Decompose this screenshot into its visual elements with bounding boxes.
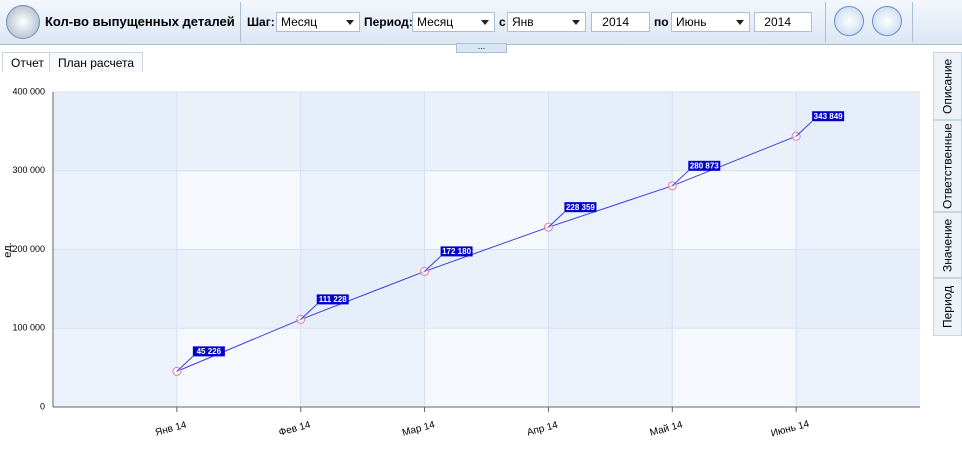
label-leader — [795, 120, 813, 137]
value-label: 228 359 — [566, 203, 595, 212]
label-leader — [424, 256, 441, 272]
side-tab[interactable]: Период — [933, 278, 962, 336]
value-label-box — [688, 160, 721, 171]
report-title: Кол-во выпущенных деталей — [45, 14, 235, 29]
y-tick-label: 0 — [40, 401, 45, 411]
value-label-box — [564, 202, 597, 213]
y-tick-label: 200 000 — [12, 244, 45, 254]
period-select[interactable]: Месяц — [412, 12, 495, 32]
chart: ед. 0 100 000 200 000 300 000 400 000 Янв 14 Ф… — [2, 86, 920, 440]
value-label: 111 228 — [319, 295, 348, 304]
x-tick-label: Апр 14 — [526, 420, 560, 439]
step-select[interactable]: Месяц — [276, 12, 360, 32]
x-tick-label: Мар 14 — [401, 419, 437, 438]
x-tick-label: Янв 14 — [154, 420, 188, 439]
label-leader — [300, 304, 318, 320]
collapse-handle[interactable]: ... — [456, 42, 507, 53]
value-label-box — [316, 294, 349, 305]
value-label: 45 226 — [197, 347, 222, 356]
y-tick-label: 400 000 — [12, 86, 45, 96]
to-month-select[interactable]: Июнь — [671, 12, 750, 32]
y-axis-label: ед. — [2, 242, 14, 257]
toolbar: Кол-во выпущенных деталей Шаг: Месяц Пер… — [0, 0, 962, 45]
period-label: Период: — [364, 15, 413, 29]
from-year-input[interactable]: 2014 — [591, 12, 650, 32]
value-label-box — [440, 246, 473, 257]
series-line — [176, 135, 797, 372]
label-leader — [176, 356, 194, 372]
y-tick-label: 300 000 — [12, 165, 45, 175]
to-label: по — [654, 15, 669, 29]
to-year-input[interactable]: 2014 — [754, 12, 812, 32]
tab-report[interactable]: Отчет — [2, 52, 53, 72]
run-button[interactable] — [834, 6, 864, 36]
y-tick-label: 100 000 — [12, 323, 45, 333]
value-label: 172 180 — [442, 247, 471, 256]
row-band — [53, 249, 920, 329]
value-label: 280 873 — [690, 161, 719, 170]
value-label-box — [192, 346, 225, 357]
x-tick-label: Май 14 — [649, 419, 685, 438]
side-tab[interactable]: Ответственные — [933, 120, 962, 212]
step-label: Шаг: — [247, 15, 275, 29]
refresh-button[interactable] — [872, 6, 902, 36]
separator — [825, 2, 826, 42]
label-leader — [548, 211, 565, 228]
from-month-select[interactable]: Янв — [507, 12, 586, 32]
app-icon — [6, 5, 40, 39]
from-label: с — [499, 15, 506, 29]
separator — [240, 2, 241, 42]
x-tick-label: Июнь 14 — [770, 419, 811, 440]
row-band — [53, 92, 920, 171]
value-label: 343 849 — [814, 112, 843, 121]
side-tab[interactable]: Описание — [933, 52, 962, 120]
tab-plan[interactable]: План расчета — [49, 52, 144, 72]
value-label-box — [812, 111, 845, 122]
side-tab[interactable]: Значение — [933, 212, 962, 278]
label-leader — [671, 170, 689, 187]
separator — [912, 2, 913, 42]
x-tick-label: Фев 14 — [278, 420, 313, 439]
